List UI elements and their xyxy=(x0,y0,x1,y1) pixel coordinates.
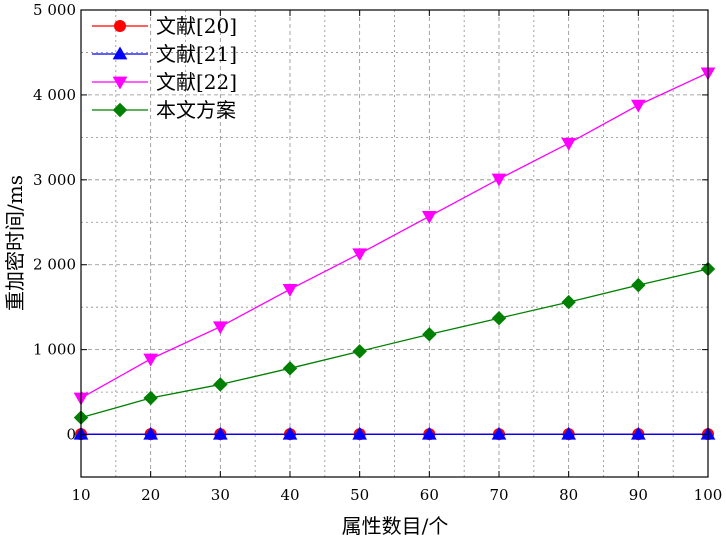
legend-marker xyxy=(112,76,128,90)
y-tick-label: 4 000 xyxy=(33,86,76,104)
series-line xyxy=(80,268,709,419)
legend-item: 文献[21] xyxy=(92,42,237,66)
data-point xyxy=(561,294,576,310)
legend-label: 文献[21] xyxy=(156,42,237,66)
data-point xyxy=(143,390,158,406)
series-4 xyxy=(73,261,716,425)
data-point xyxy=(352,248,368,262)
data-point xyxy=(630,426,646,440)
x-tick-label: 20 xyxy=(141,486,160,504)
data-point xyxy=(421,426,437,440)
y-tick-label: 5 000 xyxy=(33,1,76,19)
legend-label: 本文方案 xyxy=(156,98,236,122)
legend-label: 文献[22] xyxy=(156,70,237,94)
x-tick-label: 60 xyxy=(420,486,439,504)
y-tick-label: 3 000 xyxy=(33,171,76,189)
ticks xyxy=(80,9,709,477)
series-line xyxy=(80,72,709,399)
data-point xyxy=(212,426,228,440)
legend-item: 文献[20] xyxy=(92,14,237,38)
legend-item: 本文方案 xyxy=(92,98,236,122)
data-point xyxy=(631,277,646,293)
data-point xyxy=(282,361,298,376)
x-tick-label: 40 xyxy=(280,486,299,504)
data-point xyxy=(352,344,367,359)
legend-marker xyxy=(112,46,128,60)
x-tick-label: 80 xyxy=(559,486,578,504)
legend: 文献[20] 文献[21] 文献[22] 本文方案 xyxy=(92,14,237,122)
data-point xyxy=(143,353,159,367)
data-point xyxy=(421,210,437,224)
x-tick-label: 100 xyxy=(694,486,723,504)
data-point xyxy=(282,283,298,297)
plot-frame xyxy=(80,9,709,478)
y-axis-title: 重加密时间/ms xyxy=(3,175,27,311)
data-point xyxy=(143,426,159,440)
x-tick-label: 30 xyxy=(211,486,230,504)
data-point xyxy=(352,426,368,440)
legend-label: 文献[20] xyxy=(156,14,237,38)
y-tick-label: 1 000 xyxy=(33,341,76,359)
data-point xyxy=(491,173,507,187)
grid xyxy=(81,10,708,477)
tick-labels: 10 20 30 40 50 60 70 80 90 100 0 1 000 2 000 3 000 4 0… xyxy=(33,1,722,504)
legend-item: 文献[22] xyxy=(92,70,237,94)
y-tick-label: 2 000 xyxy=(33,256,76,274)
series-3 xyxy=(73,67,716,406)
x-tick-label: 70 xyxy=(489,486,508,504)
data-point xyxy=(561,137,577,151)
x-axis-title: 属性数目/个 xyxy=(342,514,449,538)
data-point xyxy=(491,311,507,326)
x-tick-label: 90 xyxy=(629,486,648,504)
data-point xyxy=(491,426,507,440)
data-point xyxy=(630,99,646,113)
y-tick-label: 0 xyxy=(66,426,76,444)
legend-marker xyxy=(114,20,126,32)
data-point xyxy=(422,327,437,342)
x-tick-label: 10 xyxy=(71,486,90,504)
data-point xyxy=(213,377,228,392)
data-point xyxy=(212,321,228,335)
x-tick-label: 50 xyxy=(350,486,369,504)
data-point xyxy=(561,426,577,440)
series-group xyxy=(73,67,716,441)
data-point xyxy=(282,426,298,440)
legend-marker xyxy=(112,102,128,118)
